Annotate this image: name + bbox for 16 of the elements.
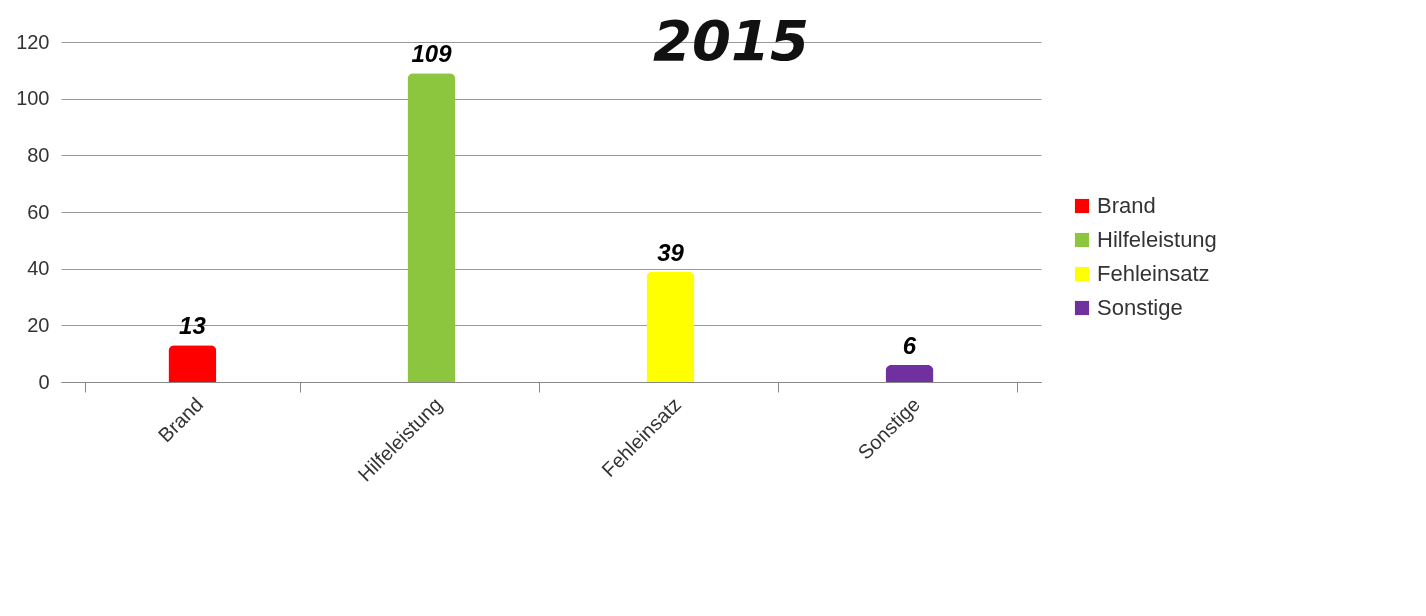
legend-label: Fehleinsatz	[1097, 261, 1210, 286]
legend-label: Sonstige	[1097, 295, 1183, 320]
y-tick-label: 20	[27, 313, 50, 336]
legend-label: Brand	[1097, 193, 1156, 218]
data-label: 109	[411, 40, 453, 68]
y-tick-label: 60	[27, 200, 50, 223]
data-label: 6	[902, 332, 917, 359]
data-label: 39	[657, 238, 685, 266]
y-tick-label: 100	[16, 87, 50, 110]
chart-title: 2015	[653, 8, 809, 73]
data-label: 13	[179, 312, 207, 340]
y-tick-label: 120	[16, 30, 50, 53]
y-tick-label: 80	[27, 143, 50, 166]
y-tick-label: 0	[38, 370, 50, 393]
legend-label: Hilfeleistung	[1097, 227, 1217, 252]
y-tick-label: 40	[27, 257, 50, 280]
